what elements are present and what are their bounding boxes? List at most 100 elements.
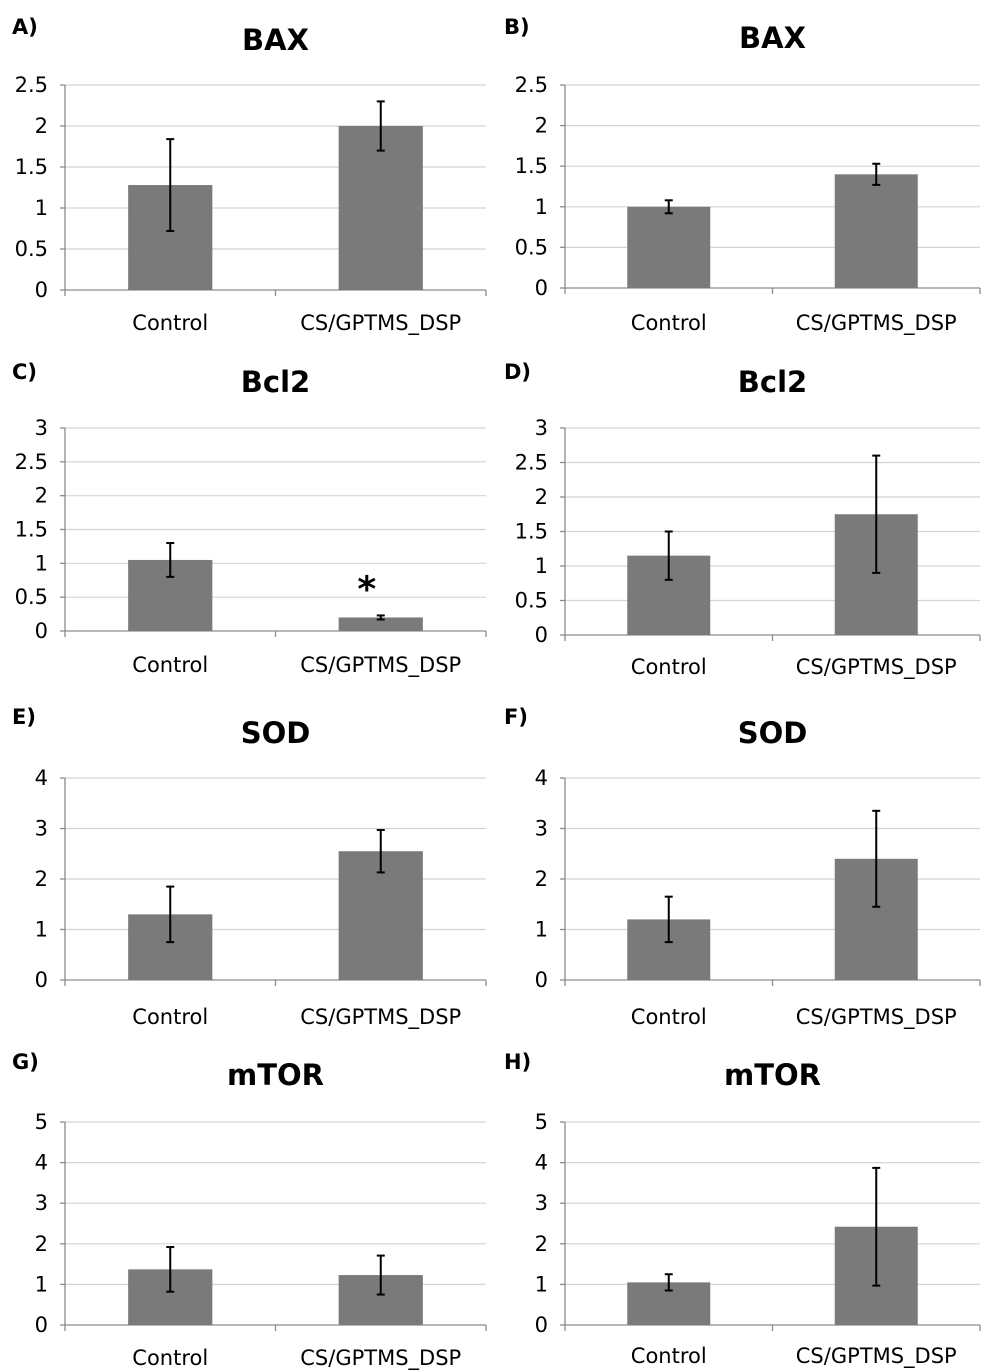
x-category-label: Control	[631, 655, 707, 679]
y-tick-label: 2.5	[15, 73, 48, 97]
y-tick-label: 2.5	[515, 451, 548, 475]
y-tick-label: 1	[535, 554, 548, 578]
chart-title: BAX	[739, 21, 806, 55]
bar-treatment	[834, 174, 918, 288]
panel-label: B)	[504, 15, 530, 39]
chart-title: Bcl2	[241, 365, 310, 399]
significance-star: *	[357, 569, 376, 610]
panel-label: E)	[12, 705, 36, 729]
chart-panel-b: B) BAX 0 0.5 1 1.5 2 2.5 Control CS/GPTMS_DSP	[492, 0, 984, 340]
y-tick-label: 0	[35, 968, 48, 992]
chart-panel-h: H) mTOR 0 1 2 3 4 5 Control CS/GPTMS_DSP	[492, 1035, 984, 1372]
chart-svg: D) Bcl2 0 0.5 1 1.5 2 2.5 3 Control CS/GPTMS_DSP	[504, 360, 981, 680]
chart-svg: B) BAX 0 0.5 1 1.5 2 2.5 Control CS/GPTMS_DSP	[504, 15, 981, 336]
x-category-label: Control	[132, 653, 208, 677]
error-bar	[664, 895, 673, 944]
x-category-label: Control	[631, 311, 707, 335]
chart-title: Bcl2	[738, 365, 807, 399]
chart-svg: G) mTOR 0 1 2 3 4 5 Control CS/GPTMS_DSP	[12, 1050, 487, 1371]
y-tick-label: 0.5	[515, 235, 548, 259]
x-category-label: Control	[631, 1005, 707, 1029]
panel-label: A)	[12, 15, 38, 39]
y-tick-label: 1	[35, 918, 48, 942]
y-tick-label: 4	[535, 1151, 548, 1175]
error-bar	[872, 809, 881, 908]
x-category-label: Control	[631, 1344, 707, 1368]
y-tick-label: 1.5	[515, 520, 548, 544]
y-tick-label: 3	[35, 817, 48, 841]
y-tick-label: 0	[535, 1313, 548, 1337]
y-tick-label: 2	[35, 1232, 48, 1256]
chart-svg: H) mTOR 0 1 2 3 4 5 Control CS/GPTMS_DSP	[504, 1050, 981, 1369]
chart-svg: C) Bcl2 0 0.5 1 1.5 2 2.5 3 Control CS/GPTMS_DSP *	[12, 360, 487, 678]
y-tick-label: 1	[35, 1272, 48, 1296]
chart-svg: A) BAX 0 0.5 1 1.5 2 2.5 Control CS/GPTMS_DSP	[12, 15, 487, 336]
chart-title: BAX	[242, 23, 309, 57]
y-tick-label: 0	[535, 276, 548, 300]
y-tick-label: 5	[35, 1110, 48, 1134]
y-tick-label: 1	[35, 196, 48, 220]
error-bar	[166, 1246, 175, 1293]
chart-title: mTOR	[227, 1058, 324, 1092]
y-tick-label: 2	[535, 867, 548, 891]
error-bar	[376, 614, 385, 621]
chart-svg: F) SOD 0 1 2 3 4 Control CS/GPTMS_DSP	[504, 705, 981, 1030]
x-category-label: CS/GPTMS_DSP	[300, 653, 461, 678]
y-tick-label: 2	[535, 114, 548, 138]
error-bar	[664, 199, 673, 215]
y-tick-label: 2	[535, 485, 548, 509]
error-bar	[872, 454, 881, 574]
y-tick-label: 1.5	[15, 518, 48, 542]
panel-label: G)	[12, 1050, 39, 1074]
y-tick-label: 2	[535, 1232, 548, 1256]
error-bar	[166, 542, 175, 578]
error-bar	[872, 162, 881, 186]
panel-label: H)	[504, 1050, 531, 1074]
y-tick-label: 3	[535, 416, 548, 440]
y-tick-label: 0	[535, 623, 548, 647]
chart-title: SOD	[241, 716, 311, 750]
error-bar	[376, 1254, 385, 1296]
y-tick-label: 4	[35, 766, 48, 790]
y-tick-label: 2	[35, 867, 48, 891]
error-bar	[376, 829, 385, 874]
x-category-label: CS/GPTMS_DSP	[300, 311, 461, 336]
error-bar	[872, 1166, 881, 1287]
x-category-label: CS/GPTMS_DSP	[300, 1005, 461, 1030]
y-tick-label: 1	[535, 1272, 548, 1296]
error-bar	[166, 885, 175, 944]
y-tick-label: 0.5	[15, 585, 48, 609]
y-tick-label: 3	[535, 1191, 548, 1215]
x-category-label: CS/GPTMS_DSP	[796, 1005, 957, 1030]
bar-treatment	[338, 126, 423, 290]
chart-title: mTOR	[724, 1058, 821, 1092]
chart-panel-g: G) mTOR 0 1 2 3 4 5 Control CS/GPTMS_DSP	[0, 1035, 492, 1372]
chart-panel-a: A) BAX 0 0.5 1 1.5 2 2.5 Control CS/GPTMS_DSP	[0, 0, 492, 340]
y-tick-label: 1	[35, 551, 48, 575]
y-tick-label: 4	[35, 1151, 48, 1175]
y-tick-label: 0	[35, 1313, 48, 1337]
x-category-label: CS/GPTMS_DSP	[796, 655, 957, 680]
y-tick-label: 4	[535, 766, 548, 790]
y-tick-label: 3	[35, 1191, 48, 1215]
y-tick-label: 0	[35, 619, 48, 643]
y-tick-label: 1.5	[515, 154, 548, 178]
panel-label: C)	[12, 360, 37, 384]
y-tick-label: 1.5	[15, 155, 48, 179]
error-bar	[376, 100, 385, 152]
y-tick-label: 0.5	[515, 589, 548, 613]
panel-label: D)	[504, 360, 531, 384]
y-tick-label: 3	[35, 416, 48, 440]
y-tick-label: 2	[35, 484, 48, 508]
y-tick-label: 0	[35, 278, 48, 302]
x-category-label: CS/GPTMS_DSP	[796, 1344, 957, 1369]
y-tick-label: 1	[535, 195, 548, 219]
y-tick-label: 2.5	[515, 73, 548, 97]
x-category-label: Control	[132, 1346, 208, 1370]
x-category-label: Control	[132, 1005, 208, 1029]
chart-panel-d: D) Bcl2 0 0.5 1 1.5 2 2.5 3 Control CS/GPTMS_DSP	[492, 345, 984, 685]
error-bar	[664, 530, 673, 581]
panel-label: F)	[504, 705, 528, 729]
x-category-label: Control	[132, 311, 208, 335]
y-tick-label: 3	[535, 817, 548, 841]
